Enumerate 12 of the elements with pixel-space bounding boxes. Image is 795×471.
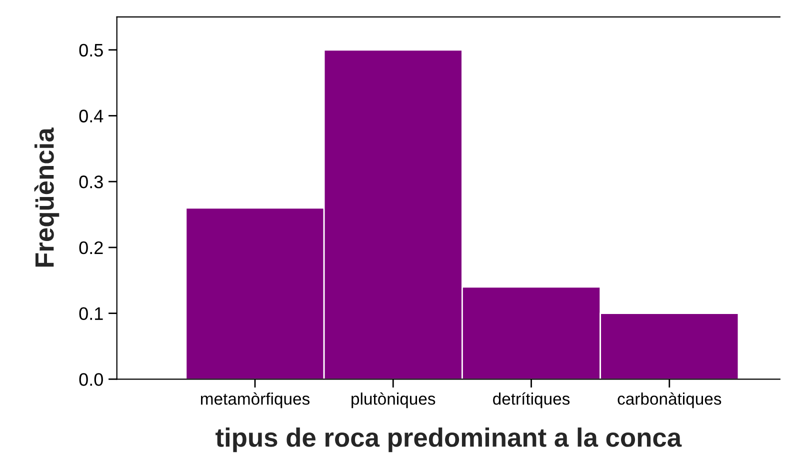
x-axis-title: tipus de roca predominant a la conca: [216, 428, 682, 452]
y-tick-label: 0.5: [79, 44, 103, 57]
x-tick-label: metamòrfiques: [200, 392, 310, 408]
x-tick-label: carbonàtiques: [618, 392, 722, 408]
y-tick-label: 0.1: [79, 307, 103, 320]
y-tick-label: 0.4: [79, 110, 104, 122]
y-tick-label: 0.3: [79, 176, 103, 188]
x-tick-label: detrítiques: [493, 392, 570, 408]
y-tick-label: 0.2: [79, 241, 103, 254]
y-tick-label: 0.0: [79, 373, 103, 386]
y-axis-title: Freqüència: [34, 127, 60, 267]
x-tick-label: plutòniques: [352, 392, 436, 408]
